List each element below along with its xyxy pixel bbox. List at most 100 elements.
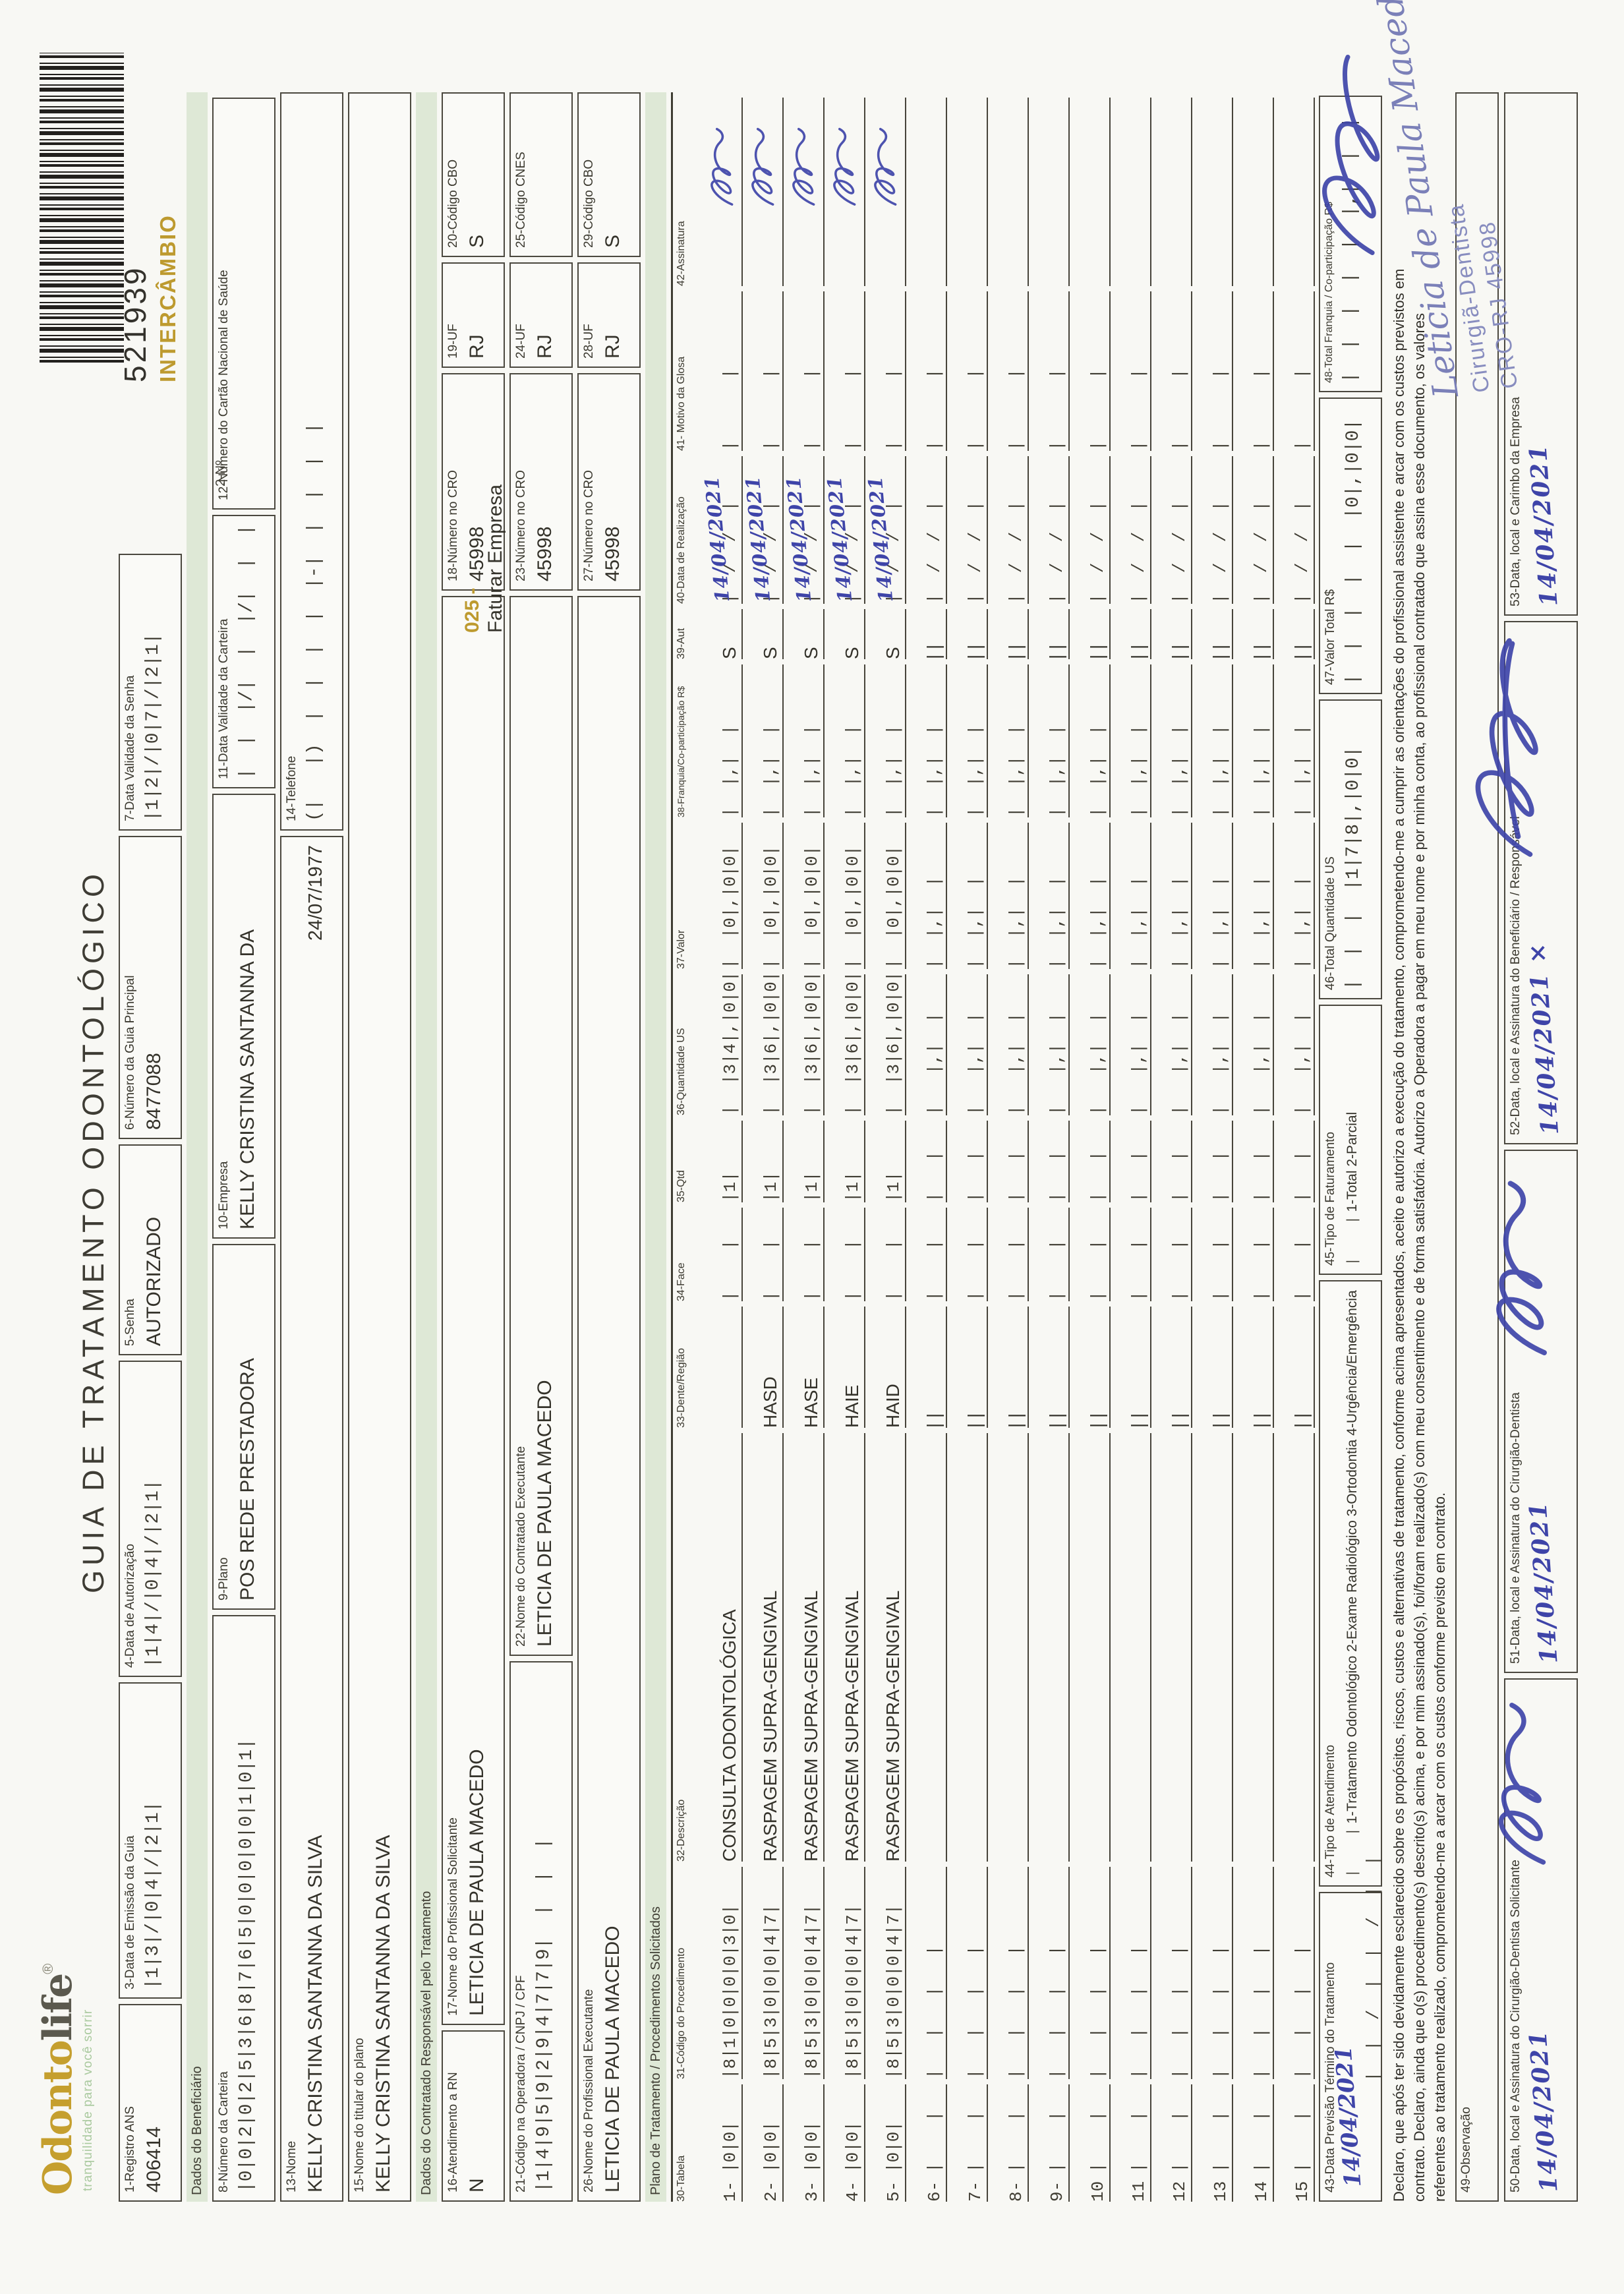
- cell-qtd: | |: [1111, 1121, 1151, 1202]
- table-row: 7- | | | | | | | | | | | | | |,| | | |,|…: [947, 92, 988, 2202]
- cell-franquia-coparticipacao: | |,| |: [865, 664, 906, 817]
- header-motivo-glosa: 41- Motivo da Glosa: [676, 356, 687, 451]
- procedure-rows: 1- |0|0| |8|1|0|0|0|0|3|0| CONSULTA ODON…: [701, 92, 1315, 2202]
- cell-aut: S: [865, 609, 906, 659]
- field-label: 44-Tipo de Atendimento: [1323, 1744, 1337, 1877]
- field-label: 10-Empresa: [217, 1161, 231, 1230]
- cell-data-realizacao: | / / |: [988, 456, 1029, 604]
- cell-descricao: [1233, 1433, 1274, 1862]
- cell-aut: | |: [906, 609, 947, 659]
- date-ticks: | / / |: [1006, 500, 1026, 604]
- field-nome: 13-Nome KELLY CRISTINA SANTANNA DA SILVA…: [280, 836, 343, 2202]
- field-label: 22-Nome do Contratado Executante: [514, 1446, 528, 1647]
- cell-assinatura: [784, 98, 825, 286]
- cell-codigo-procedimento: |8|5|3|0|0|0|4|7|: [825, 1867, 865, 2079]
- cell-assinatura: [1151, 98, 1192, 286]
- field-label: 5-Senha: [123, 1299, 137, 1346]
- field-label: 14-Telefone: [285, 755, 299, 821]
- cell-aut: S: [825, 609, 865, 659]
- field-value: (| |) | | | | |-| | | | |: [304, 423, 325, 821]
- row-beneficiary-card: 8-Número da Carteira |0|0|2|0|2|5|3|6|8|…: [212, 92, 276, 2202]
- cell-codigo-procedimento: |8|5|3|0|0|0|4|7|: [865, 1867, 906, 2079]
- table-row: 3- |0|0| |8|5|3|0|0|0|4|7| RASPAGEM SUPR…: [782, 92, 825, 2202]
- cell-data-realizacao: | / / |: [1274, 456, 1315, 604]
- table-row: 4- |0|0| |8|5|3|0|0|0|4|7| RASPAGEM SUPR…: [823, 92, 865, 2202]
- cell-assinatura: [865, 98, 906, 286]
- date-ticks: | / / |: [925, 500, 944, 604]
- date-ticks: | | / | | / | |: [1364, 1855, 1383, 2082]
- cell-tabela: |0|0|: [825, 2084, 865, 2173]
- field-tipo-atendimento: 44-Tipo de Atendimento | | 1-Tratamento …: [1319, 1280, 1382, 1887]
- cell-quantidade-us: | |,| |: [906, 974, 947, 1115]
- cell-motivo-glosa: | |: [1029, 291, 1070, 451]
- cell-quantidade-us: | |3|6|,|0|0|: [865, 972, 906, 1115]
- form-content: Odontolife® tranquilidade para você sorr…: [35, 53, 1578, 2202]
- header-quantidade-us: 36-Quantidade US: [676, 1028, 687, 1115]
- cell-quantidade-us: | |,| |: [1233, 974, 1274, 1115]
- cell-tabela: | |: [1070, 2084, 1111, 2173]
- declaration-line: Declaro, que após ter sido devidamente e…: [1391, 268, 1407, 2202]
- field-value: |1|3|/|0|4|/|2|1|: [143, 1801, 163, 1989]
- field-value: 8477088: [143, 1053, 165, 1130]
- row-number: 8-: [988, 2173, 1029, 2202]
- field-value: S: [602, 234, 624, 248]
- cell-motivo-glosa: | |: [906, 291, 947, 451]
- field-label: 6-Número da Guia Principal: [123, 975, 137, 1130]
- cell-motivo-glosa: | |: [865, 291, 906, 451]
- field-assinatura-beneficiario: 52-Data, local e Assinatura do Beneficiá…: [1475, 621, 1578, 1144]
- row-number: 2-: [743, 2173, 784, 2202]
- cell-assinatura: [947, 98, 988, 286]
- table-row: 8- | | | | | | | | | | | | | |,| | | |,|…: [988, 92, 1029, 2202]
- table-row: 10 | | | | | | | | | | | | | |,| | | |,|…: [1070, 92, 1111, 2202]
- cell-aut: | |: [1029, 609, 1070, 659]
- cell-qtd: | |: [1070, 1121, 1111, 1202]
- field-atendimento-rn: 16-Atendimento a RN N: [442, 2030, 505, 2202]
- field-cro-contratado: 23-Número no CRO 45998: [509, 373, 573, 591]
- row-number: 10: [1070, 2173, 1111, 2202]
- cell-qtd: |1|: [743, 1121, 784, 1202]
- cell-dente-regiao: | |: [1070, 1307, 1111, 1428]
- field-data-previsao-termino: 43-Data Previsão Término do Tratamento |…: [1319, 1856, 1383, 2202]
- field-label: 11-Data Validade da Carteira: [217, 618, 231, 779]
- cell-dente-regiao: | |: [988, 1307, 1029, 1428]
- cell-aut: S: [743, 609, 784, 659]
- header-data-realizacao: 40-Data de Realização: [676, 496, 687, 604]
- cell-valor: | |,| |: [1192, 823, 1233, 969]
- field-label: 3-Data de Emissão da Guia: [123, 1835, 137, 1989]
- signature-icon: [1496, 1181, 1547, 1355]
- row-number: 5-: [865, 2173, 906, 2202]
- options-text: 1-Total 2-Parcial: [1345, 1111, 1360, 1212]
- table-row: 2- |0|0| |8|5|3|0|0|0|4|7| RASPAGEM SUPR…: [741, 92, 784, 2202]
- cell-codigo-procedimento: | | | |: [1151, 1867, 1192, 2079]
- cell-dente-regiao: HASE: [784, 1307, 825, 1428]
- field-data-autorizacao: 4-Data de Autorização |1|4|/|0|4|/|2|1|: [119, 1361, 182, 1677]
- cell-codigo-procedimento: |8|1|0|0|0|0|3|0|: [702, 1867, 743, 2079]
- section-dados-beneficiario: Dados do Beneficiário: [187, 92, 208, 2202]
- field-cartao-nacional-saude: 12-Número do Cartão Nacional de Saúde: [212, 98, 276, 510]
- field-uf-contratado: 24-UF RJ: [509, 262, 573, 368]
- field-label: 1-Registro ANS: [123, 2106, 137, 2192]
- field-assinatura-cirurgiao-dentista: 51-Data, local e Assinatura do Cirurgião…: [1496, 1150, 1578, 1673]
- cell-qtd: | |: [1233, 1121, 1274, 1202]
- field-nome-profissional-solicitante: 17-Nome do Profissional Solicitante LETI…: [442, 596, 505, 2025]
- cell-assinatura: [1233, 98, 1274, 286]
- field-registro-ans: 1-Registro ANS 406414: [119, 2004, 182, 2202]
- cell-data-realizacao: | / / | 14/04/2021: [864, 456, 906, 604]
- row-authorization: 1-Registro ANS 406414 3-Data de Emissão …: [119, 92, 182, 2202]
- declaration-line: contrato. Declaro, ainda que o(s) proced…: [1411, 312, 1428, 2202]
- field-label: 27-Número no CRO: [582, 470, 596, 581]
- field-label: 50-Data, local e Assinatura do Cirurgião…: [1509, 1860, 1522, 2192]
- row-beneficiary-name: 13-Nome KELLY CRISTINA SANTANNA DA SILVA…: [280, 92, 343, 2202]
- field-label: 16-Atendimento a RN: [446, 2072, 460, 2192]
- field-label: 19-UF: [446, 324, 460, 359]
- cell-aut: | |: [1274, 609, 1315, 659]
- cell-assinatura: [825, 98, 865, 286]
- cell-face: | |: [988, 1208, 1029, 1301]
- field-value: RJ: [534, 334, 556, 359]
- cell-valor: | |0|,|0|0|: [865, 823, 906, 969]
- cell-data-realizacao: | / / | 14/04/2021: [701, 456, 743, 604]
- row-number: 7-: [947, 2173, 988, 2202]
- field-value: KELLY CRISTINA SANTANNA DA: [237, 929, 258, 1229]
- cell-motivo-glosa: | |: [1233, 291, 1274, 451]
